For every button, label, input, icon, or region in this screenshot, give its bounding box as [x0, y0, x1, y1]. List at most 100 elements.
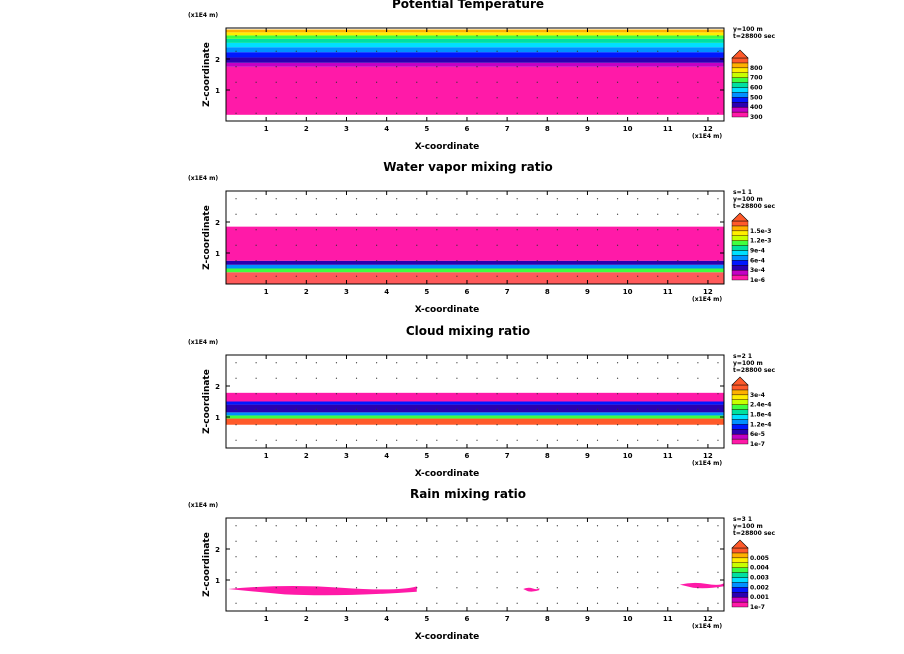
grid-dot	[536, 362, 538, 364]
grid-dot	[576, 50, 579, 52]
grid-dot	[335, 439, 338, 441]
x-tick-label: 10	[623, 615, 633, 623]
colorbar-segment	[731, 269, 749, 276]
grid-dot	[677, 229, 679, 231]
grid-dot	[376, 362, 378, 364]
grid-dot	[596, 35, 599, 37]
grid-dot	[416, 408, 418, 410]
grid-dot	[536, 213, 538, 215]
grid-dot	[536, 587, 538, 589]
grid-dot	[596, 112, 599, 114]
colorbar-segment	[731, 240, 749, 246]
x-axis-label: X-coordinate	[415, 142, 480, 152]
colorbar-segment	[731, 97, 749, 103]
grid-dot	[637, 556, 639, 558]
grid-dot	[355, 540, 358, 542]
grid-dot	[255, 213, 257, 215]
grid-dot	[536, 424, 538, 426]
grid-dot	[677, 81, 679, 83]
colorbar-label: 3e-4	[750, 392, 765, 399]
colorbar-segment	[731, 384, 749, 391]
grid-dot	[335, 424, 338, 426]
grid-dot	[596, 525, 599, 527]
grid-dot	[496, 81, 498, 83]
grid-dot	[355, 229, 358, 231]
grid-dot	[717, 556, 719, 558]
grid-dot	[255, 229, 257, 231]
grid-dot	[295, 525, 297, 527]
grid-dot	[596, 81, 599, 83]
grid-dot	[657, 35, 659, 37]
x-tick-label: 8	[545, 288, 550, 296]
grid-dot	[396, 362, 398, 364]
grid-dot	[536, 275, 538, 277]
grid-dot	[616, 408, 619, 410]
grid-dot	[496, 213, 498, 215]
grid-dot	[556, 571, 558, 573]
grid-dot	[335, 97, 338, 99]
grid-dot	[657, 587, 659, 589]
grid-dot	[616, 525, 619, 527]
grid-dot	[335, 260, 338, 262]
grid-dot	[657, 66, 659, 68]
grid-dot	[536, 602, 538, 604]
x-tick-label: 3	[344, 452, 349, 460]
grid-dot	[456, 81, 458, 83]
colorbar-segment	[731, 592, 749, 598]
colorbar-label: 700	[750, 75, 763, 82]
grid-dot	[335, 571, 338, 573]
colorbar-segment	[731, 414, 749, 420]
grid-dot	[616, 602, 619, 604]
grid-dot	[576, 602, 579, 604]
grid-dot	[235, 229, 237, 231]
colorbar-segment	[731, 587, 749, 593]
colorbar-segment	[731, 260, 749, 266]
grid-dot	[376, 602, 378, 604]
y-tick-label: 1	[215, 414, 220, 422]
grid-dot	[616, 540, 619, 542]
grid-dot	[355, 50, 358, 52]
grid-dot	[476, 260, 478, 262]
grid-dot	[396, 112, 398, 114]
grid-dot	[536, 81, 538, 83]
contour-band	[226, 401, 724, 405]
colorbar-segment	[731, 77, 749, 83]
grid-dot	[315, 587, 317, 589]
grid-dot	[315, 439, 317, 441]
grid-dot	[697, 556, 699, 558]
grid-dot	[677, 408, 679, 410]
grid-dot	[315, 602, 317, 604]
x-tick-label: 8	[545, 615, 550, 623]
grid-dot	[697, 525, 699, 527]
grid-dot	[637, 540, 639, 542]
grid-dot	[516, 97, 518, 99]
grid-dot	[355, 81, 358, 83]
grid-dot	[536, 35, 538, 37]
grid-dot	[717, 602, 719, 604]
grid-dot	[637, 50, 639, 52]
grid-dot	[556, 50, 558, 52]
grid-dot	[295, 35, 297, 37]
x-tick-label: 5	[424, 452, 429, 460]
grid-dot	[295, 587, 297, 589]
grid-dot	[396, 260, 398, 262]
grid-dot	[436, 50, 438, 52]
grid-dot	[275, 556, 277, 558]
x-tick-label: 6	[465, 288, 470, 296]
x-tick-label: 2	[304, 452, 309, 460]
x-tick-label: 12	[703, 452, 713, 460]
grid-dot	[436, 112, 438, 114]
x-tick-label: 11	[663, 452, 673, 460]
x-tick-label: 12	[703, 615, 713, 623]
colorbar-label: 0.005	[750, 555, 769, 562]
colorbar-label: 9e-4	[750, 248, 765, 255]
grid-dot	[235, 198, 237, 200]
grid-dot	[376, 112, 378, 114]
grid-dot	[476, 97, 478, 99]
grid-dot	[315, 362, 317, 364]
chart-title: Cloud mixing ratio	[406, 324, 530, 338]
contour-band	[226, 226, 724, 261]
colorbar-label: 1.8e-4	[750, 412, 771, 419]
grid-dot	[235, 50, 237, 52]
colorbar-arrow	[731, 539, 749, 549]
